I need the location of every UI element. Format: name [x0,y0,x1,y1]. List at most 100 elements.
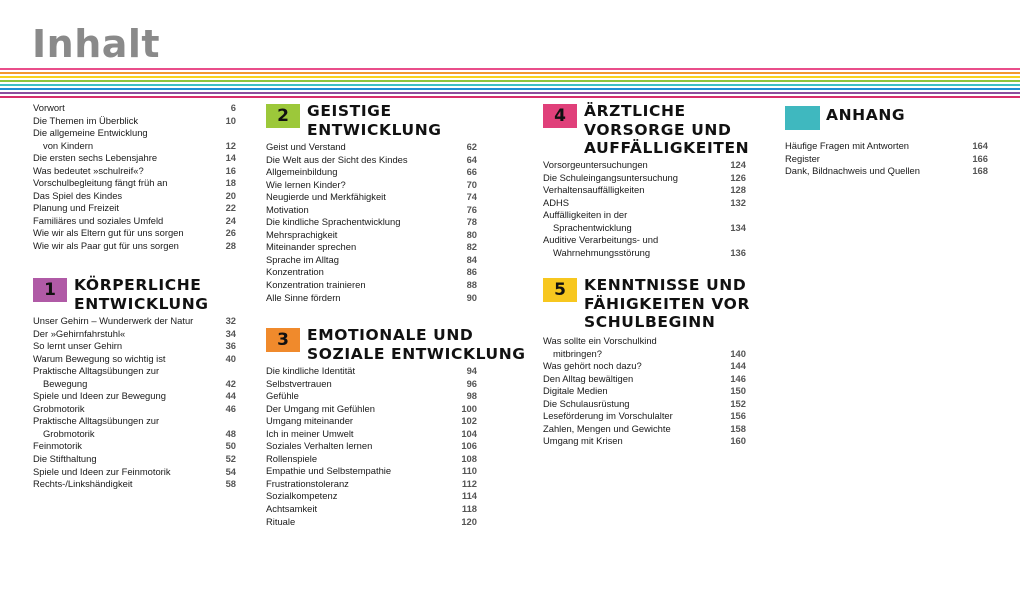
toc-entry[interactable]: Konzentration trainieren 88 [266,279,477,292]
toc-entry[interactable]: Verhaltensauffälligkeiten 128 [543,184,746,197]
toc-entry[interactable]: Miteinander sprechen 82 [266,241,477,254]
toc-entry-title: Die Welt aus der Sicht des Kindes [266,153,408,165]
toc-entry-title: Wie lernen Kinder? [266,178,346,190]
toc-entry[interactable]: von Kindern 12 [33,140,236,153]
toc-entry-page: 32 [225,315,236,326]
toc-entry[interactable]: Was bedeutet »schulreif«? 16 [33,165,236,178]
toc-entry[interactable]: Register 166 [785,153,988,166]
toc-entry[interactable]: Spiele und Ideen zur Feinmotorik 54 [33,466,236,479]
toc-entry-title: Praktische Alltagsübungen zur [33,415,160,427]
toc-entry[interactable]: Mehrsprachigkeit 80 [266,229,477,242]
toc-entry[interactable]: Feinmotorik 50 [33,440,236,453]
toc-entry-title: Auditive Verarbeitungs- und [543,234,659,246]
toc-entry-title: Wie wir als Paar gut für uns sorgen [33,240,179,252]
toc-entry[interactable]: Sozialkompetenz 114 [266,490,477,503]
toc-entry-page: 104 [461,427,477,439]
toc-entry[interactable]: Selbstvertrauen 96 [266,378,477,391]
toc-entry[interactable]: Wahrnehmungsstörung 136 [543,247,746,260]
toc-entry[interactable]: Unser Gehirn – Wunderwerk der Natur 32 [33,315,236,328]
toc-entry[interactable]: Wie lernen Kinder? 70 [266,179,477,192]
toc-entry[interactable]: Die Schuleingangsuntersuchung 126 [543,172,746,185]
toc-entry[interactable]: Frustrationstoleranz 112 [266,478,477,491]
toc-entry[interactable]: Sprache im Alltag 84 [266,254,477,267]
toc-entry-title: Die kindliche Sprachentwicklung [266,216,401,228]
toc-entry[interactable]: Motivation 76 [266,204,477,217]
toc-entry-page: 152 [730,397,746,409]
toc-entry[interactable]: Empathie und Selbstempathie 110 [266,465,477,478]
toc-entry[interactable]: Umgang mit Krisen 160 [543,435,746,448]
toc-entry[interactable]: Zahlen, Mengen und Gewichte 158 [543,423,746,436]
toc-entry-page: 86 [466,266,477,278]
section-3-heading: EMOTIONALE UND SOZIALE ENTWICKLUNG [307,326,526,363]
toc-entry[interactable]: Soziales Verhalten lernen 106 [266,440,477,453]
toc-entry[interactable]: Sprachentwicklung 134 [543,222,746,235]
toc-entry[interactable]: Der Umgang mit Gefühlen 100 [266,403,477,416]
toc-entry[interactable]: Praktische Alltagsübungen zur [33,415,236,428]
toc-entry[interactable]: Leseförderung im Vorschulalter 156 [543,410,746,423]
toc-entry[interactable]: Spiele und Ideen zur Bewegung 44 [33,390,236,403]
toc-entry-page: 24 [225,214,236,226]
section-heading-line: SOZIALE ENTWICKLUNG [307,344,526,363]
toc-entry[interactable]: Dank, Bildnachweis und Quellen 168 [785,165,988,178]
toc-entry[interactable]: Familiäres und soziales Umfeld 24 [33,215,236,228]
toc-entry[interactable]: Vorwort 6 [33,102,236,115]
toc-entry-page: 42 [225,377,236,389]
toc-entry[interactable]: Den Alltag bewältigen 146 [543,373,746,386]
toc-entry[interactable]: Planung und Freizeit 22 [33,202,236,215]
toc-entry[interactable]: Grobmotorik 48 [33,428,236,441]
toc-entry[interactable]: Was gehört noch dazu? 144 [543,360,746,373]
toc-entry[interactable]: Praktische Alltagsübungen zur [33,365,236,378]
toc-entry-page: 78 [466,216,477,228]
toc-entry[interactable]: Die Stifthaltung 52 [33,453,236,466]
section-4-number-badge: 4 [543,104,577,128]
toc-entry[interactable]: Konzentration 86 [266,266,477,279]
toc-entry[interactable]: Allgemeinbildung 66 [266,166,477,179]
toc-entry-page: 40 [225,352,236,364]
toc-entry[interactable]: Rollenspiele 108 [266,453,477,466]
toc-entry[interactable]: Auffälligkeiten in der [543,209,746,222]
toc-entry[interactable]: Häufige Fragen mit Antworten 164 [785,140,988,153]
toc-entry[interactable]: Bewegung 42 [33,378,236,391]
toc-entry[interactable]: Die Themen im Überblick 10 [33,115,236,128]
toc-entry[interactable]: Was sollte ein Vorschulkind [543,335,746,348]
toc-entry[interactable]: Rituale 120 [266,516,477,529]
toc-entry-title: Alle Sinne fördern [266,291,341,303]
toc-entry[interactable]: Gefühle 98 [266,390,477,403]
toc-entry[interactable]: Geist und Verstand 62 [266,141,477,154]
toc-entry-title: Vorsorgeuntersuchungen [543,159,648,170]
toc-entry-title: Soziales Verhalten lernen [266,440,373,452]
toc-entry[interactable]: Warum Bewegung so wichtig ist 40 [33,353,236,366]
toc-entry[interactable]: Neugierde und Merkfähigkeit 74 [266,191,477,204]
toc-entry[interactable]: Die ersten sechs Lebensjahre 14 [33,152,236,165]
toc-entry-title: Umgang miteinander [266,415,354,427]
toc-entry[interactable]: Die allgemeine Entwicklung [33,127,236,140]
toc-entry[interactable]: Grobmotorik 46 [33,403,236,416]
toc-entry[interactable]: Alle Sinne fördern 90 [266,292,477,305]
toc-entry[interactable]: Wie wir als Eltern gut für uns sorgen 26 [33,227,236,240]
toc-entry[interactable]: Auditive Verarbeitungs- und [543,234,746,247]
toc-entry[interactable]: Das Spiel des Kindes 20 [33,190,236,203]
toc-entry[interactable]: Achtsamkeit 118 [266,503,477,516]
toc-entry-title: Planung und Freizeit [33,202,119,214]
toc-entry[interactable]: Ich in meiner Umwelt 104 [266,428,477,441]
toc-entry[interactable]: Die Schulausrüstung 152 [543,398,746,411]
toc-entry-page: 114 [461,490,477,502]
stripe [0,80,1020,82]
toc-entry[interactable]: Wie wir als Paar gut für uns sorgen 28 [33,240,236,253]
toc-entry[interactable]: Rechts-/Linkshändigkeit 58 [33,478,236,491]
toc-entry[interactable]: So lernt unser Gehirn 36 [33,340,236,353]
toc-entry[interactable]: Die kindliche Identität 94 [266,365,477,378]
toc-entry[interactable]: Vorsorgeuntersuchungen 124 [543,159,746,172]
toc-entry[interactable]: Vorschulbegleitung fängt früh an 18 [33,177,236,190]
toc-entry[interactable]: Die Welt aus der Sicht des Kindes 64 [266,154,477,167]
toc-entry[interactable]: Digitale Medien 150 [543,385,746,398]
stripe [0,68,1020,70]
toc-entry[interactable]: Der »Gehirnfahrstuhl« 34 [33,328,236,341]
toc-entry[interactable]: ADHS 132 [543,197,746,210]
intro-list: Vorwort 6 Die Themen im Überblick 10 Die all… [33,102,236,253]
toc-entry[interactable]: mitbringen? 140 [543,348,746,361]
toc-entry[interactable]: Umgang miteinander 102 [266,415,477,428]
toc-entry-title: mitbringen? [553,347,602,359]
toc-entry-title: Rituale [266,515,296,527]
toc-entry[interactable]: Die kindliche Sprachentwicklung 78 [266,216,477,229]
